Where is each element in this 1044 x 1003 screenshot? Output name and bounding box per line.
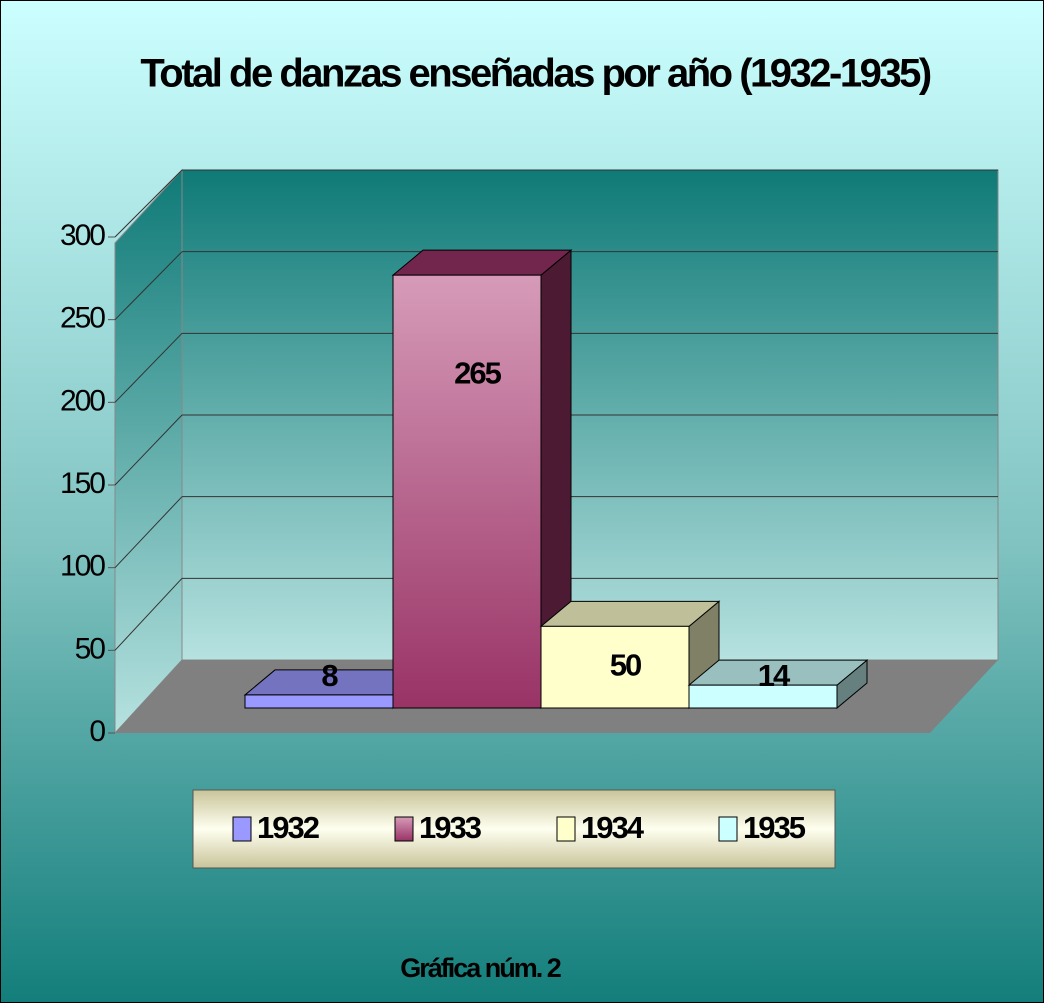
- legend-label: 1932: [257, 810, 319, 845]
- side-wall: [114, 168, 183, 735]
- footer: Gráfica núm. 2: [400, 953, 561, 983]
- grid-line: [114, 251, 183, 321]
- y-tick-label: 250: [60, 302, 105, 335]
- grid-line: [114, 169, 183, 238]
- legend-label: 1933: [419, 810, 482, 845]
- bar: [688, 684, 838, 709]
- bar: [244, 694, 394, 709]
- legend-swatch: [232, 816, 252, 842]
- legend-swatch: [556, 816, 576, 842]
- y-tick-label: 100: [60, 550, 105, 583]
- grid-line: [114, 577, 183, 651]
- y-tick-label: 300: [60, 219, 105, 252]
- legend-label: 1935: [743, 810, 806, 845]
- data-label: 14: [758, 658, 791, 693]
- data-label: 265: [454, 355, 501, 390]
- legend-swatch: [394, 816, 414, 842]
- data-label: 50: [610, 647, 641, 682]
- y-tick-label: 200: [60, 384, 105, 417]
- grid-line: [114, 496, 183, 569]
- grid-line: [114, 332, 183, 403]
- y-tick-label: 150: [60, 467, 105, 500]
- bar-top: [539, 600, 721, 627]
- bar: [540, 625, 690, 709]
- grid-line: [114, 414, 183, 486]
- y-tick-label: 50: [75, 632, 106, 665]
- chart-title: Total de danzas enseñadas por año (1932-…: [140, 52, 930, 96]
- bar-top: [391, 249, 573, 276]
- legend-swatch: [718, 816, 738, 842]
- bar: [392, 274, 542, 709]
- legend-label: 1934: [581, 810, 645, 845]
- data-label: 8: [321, 658, 338, 693]
- y-tick-label: 0: [89, 715, 105, 748]
